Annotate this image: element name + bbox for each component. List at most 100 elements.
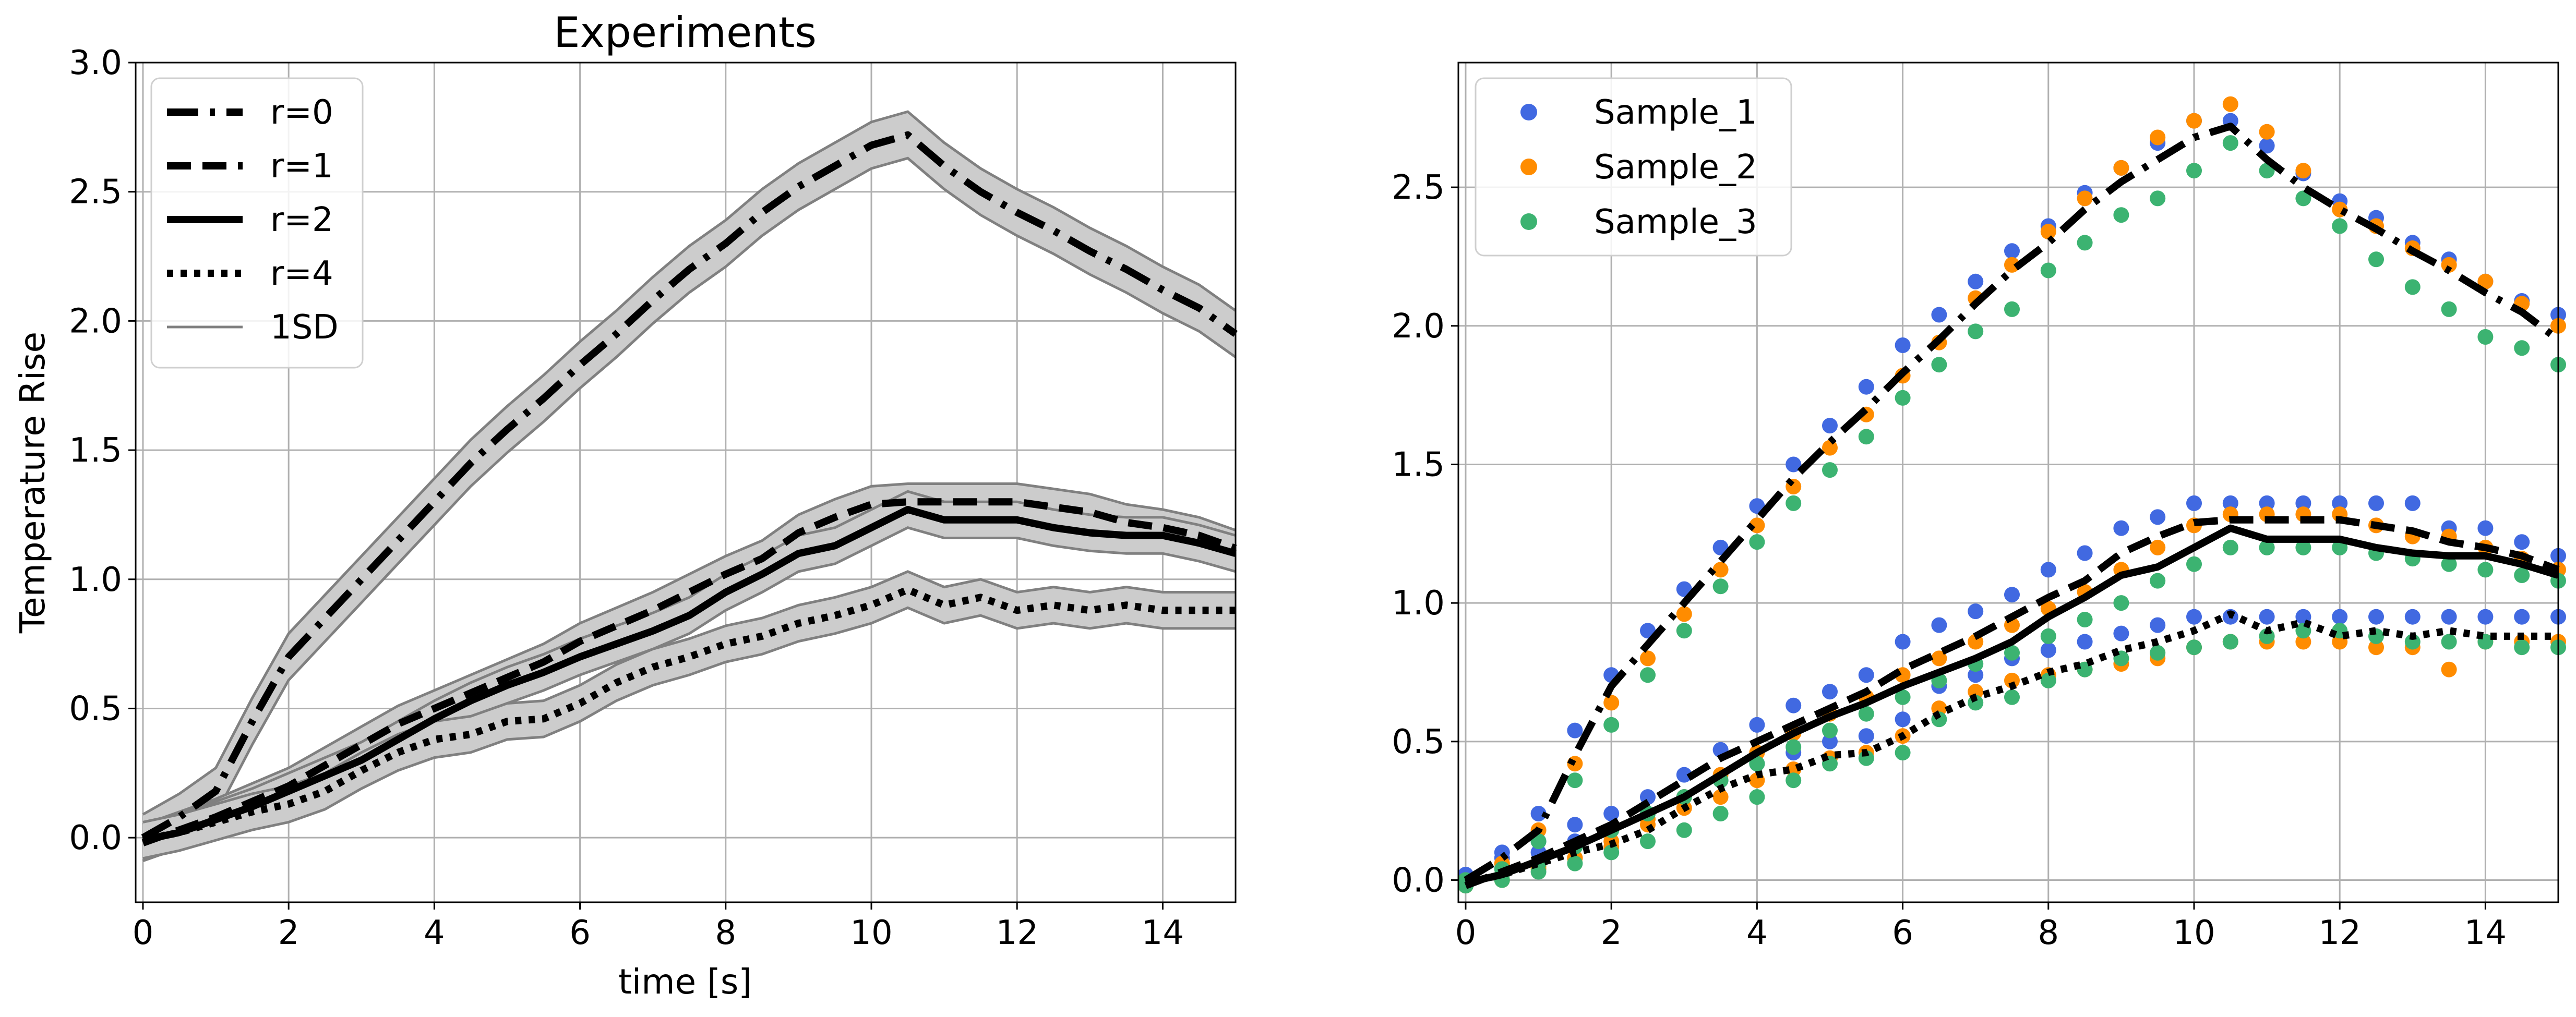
legend-label: r=2 (270, 201, 333, 239)
y-tick-label: 0.0 (69, 819, 122, 857)
point-Sample_3 (2295, 190, 2311, 207)
point-Sample_1 (1822, 684, 1838, 700)
x-tick-label: 0 (1455, 914, 1477, 952)
x-ticks: 0 2 4 6 8 10 12 14 (1455, 902, 2507, 952)
y-tick-label: 2.5 (1392, 168, 1445, 207)
point-Sample_1 (2441, 609, 2457, 625)
legend-label: Sample_1 (1594, 93, 1757, 132)
point-Sample_3 (2040, 628, 2056, 644)
plot-frame (135, 62, 1237, 903)
legend-box (1475, 77, 1792, 257)
point-Sample_3 (1676, 623, 1692, 639)
point-Sample_3 (1895, 390, 1911, 406)
point-Sample_2 (2222, 96, 2238, 112)
mean-line-dashdot (1464, 123, 2561, 883)
point-Sample_3 (1640, 667, 1656, 683)
point-Sample_1 (1749, 717, 1765, 733)
point-Sample_1 (1822, 418, 1838, 434)
point-Sample_1 (2368, 495, 2384, 511)
point-Sample_3 (1895, 745, 1911, 761)
point-Sample_1 (1895, 634, 1911, 650)
point-Sample_3 (2514, 340, 2530, 356)
point-Sample_3 (2040, 262, 2056, 279)
point-Sample_3 (2186, 556, 2202, 572)
point-Sample_3 (2077, 235, 2093, 251)
point-Sample_3 (1749, 534, 1765, 550)
y-tick-label: 1.5 (69, 431, 122, 470)
point-Sample_1 (1786, 697, 1802, 713)
point-Sample_2 (2150, 539, 2166, 555)
point-Sample_2 (2368, 639, 2384, 656)
y-tick-label: 1.0 (69, 561, 122, 599)
point-Sample_3 (2004, 301, 2020, 317)
point-Sample_1 (2514, 534, 2530, 550)
point-Sample_3 (2150, 645, 2166, 661)
point-Sample_1 (1530, 806, 1547, 821)
sd-upper-edge (142, 482, 1236, 826)
point-Sample_3 (1822, 462, 1838, 478)
point-Sample_1 (1676, 767, 1692, 783)
point-Sample_2 (2295, 163, 2311, 179)
legend-label: r=4 (270, 255, 333, 293)
legend-box (150, 77, 364, 369)
sd-upper-edge (142, 490, 1236, 824)
mean-line-dotted (1465, 610, 2558, 887)
point-Sample_1 (1822, 733, 1838, 749)
point-Sample_1 (2368, 609, 2384, 625)
point-Sample_1 (1931, 307, 1947, 323)
point-Sample_3 (1712, 806, 1729, 821)
legend-label: r=1 (270, 147, 333, 186)
sd-band-r=0 (143, 112, 1236, 861)
point-Sample_1 (2259, 138, 2275, 154)
legend-marker-Sample_2 (1520, 159, 1537, 175)
point-Sample_1 (1567, 817, 1583, 833)
y-tick-label: 0.0 (1392, 861, 1445, 900)
point-Sample_1 (2404, 609, 2421, 625)
point-Sample_2 (2441, 257, 2457, 273)
point-Sample_1 (2040, 562, 2056, 578)
point-Sample_3 (1895, 689, 1911, 705)
plot-frame (1457, 62, 2559, 903)
point-Sample_3 (1676, 822, 1692, 838)
point-Sample_1 (2477, 609, 2494, 625)
point-Sample_3 (2404, 279, 2421, 295)
point-Sample_1 (2404, 495, 2421, 511)
point-Sample_3 (1640, 833, 1656, 850)
point-Sample_3 (1786, 772, 1802, 789)
sd-bands (142, 110, 1237, 863)
y-ticks: 0.0 0.5 1.0 1.5 2.0 2.5 3.0 (69, 44, 136, 857)
mean-line-solid (1465, 524, 2560, 887)
x-tick-label: 10 (850, 914, 892, 952)
x-axis-label: time [s] (618, 962, 752, 1002)
y-tick-label: 3.0 (69, 44, 122, 82)
point-Sample_1 (1603, 806, 1620, 821)
point-Sample_3 (2040, 672, 2056, 688)
point-Sample_2 (2150, 129, 2166, 146)
point-Sample_1 (2150, 509, 2166, 525)
point-Sample_3 (2222, 539, 2238, 555)
point-Sample_1 (2077, 545, 2093, 561)
point-Sample_1 (2040, 642, 2056, 658)
point-Sample_1 (2186, 609, 2202, 625)
point-Sample_3 (2004, 689, 2020, 705)
legend-label: Sample_2 (1594, 148, 1757, 187)
point-Sample_2 (2441, 661, 2457, 677)
point-Sample_3 (2186, 163, 2202, 179)
series-lines (141, 131, 1238, 846)
x-tick-label: 2 (1601, 914, 1622, 952)
point-Sample_1 (1858, 379, 1874, 395)
point-Sample_3 (2222, 634, 2238, 650)
point-Sample_3 (1786, 739, 1802, 755)
right-chart: 0 2 4 6 8 10 12 14 0.00.51.01.52.02.5 Sample_1S… (1392, 62, 2566, 952)
point-Sample_1 (1895, 337, 1911, 353)
x-tick-label: 8 (2038, 914, 2059, 952)
point-Sample_2 (1822, 440, 1838, 456)
y-ticks: 0.0 0.5 1.0 1.5 2.0 2.5 (1392, 168, 1458, 900)
point-Sample_3 (1858, 706, 1874, 722)
legend-label: r=0 (270, 93, 333, 132)
series-line-r=2 (142, 506, 1237, 844)
point-Sample_2 (2295, 634, 2311, 650)
y-axis-label: Temperature Rise (13, 332, 53, 634)
point-Sample_1 (2004, 243, 2020, 259)
